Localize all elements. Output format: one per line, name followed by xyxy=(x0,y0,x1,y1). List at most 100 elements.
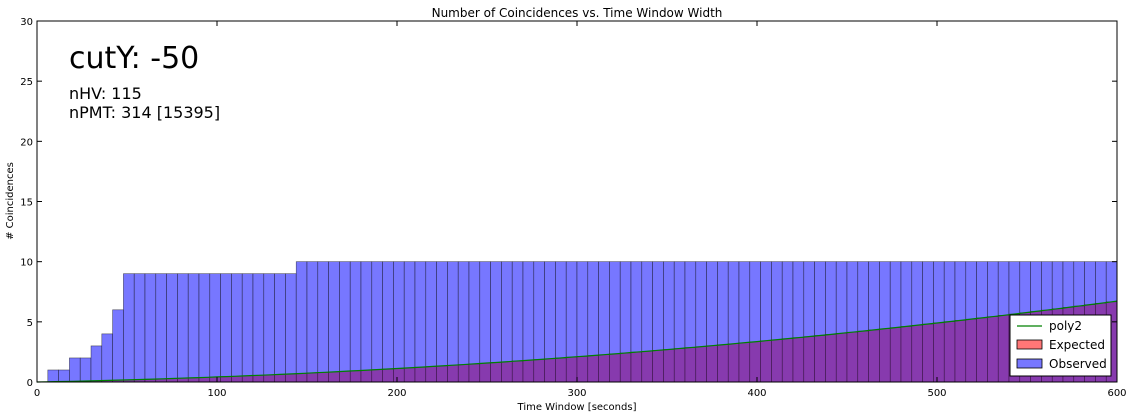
observed-bar xyxy=(123,273,135,383)
legend: poly2 Expected Observed xyxy=(1009,314,1112,377)
observed-bar xyxy=(371,261,383,383)
expected-bar xyxy=(663,349,675,383)
expected-bar xyxy=(425,366,437,383)
observed-bar xyxy=(414,261,427,383)
observed-bar xyxy=(436,261,448,383)
expected-bar xyxy=(987,316,999,383)
expected-bar xyxy=(306,372,319,383)
expected-bar xyxy=(414,366,427,383)
expected-bar xyxy=(976,317,988,383)
expected-bar xyxy=(544,358,556,383)
observed-bar xyxy=(382,261,394,383)
observed-bar xyxy=(295,261,308,383)
expected-bar xyxy=(285,373,297,383)
expected-bar xyxy=(393,368,405,383)
expected-bar xyxy=(209,376,221,383)
expected-bar xyxy=(382,368,394,383)
observed-bar xyxy=(285,273,297,383)
expected-bar xyxy=(911,324,923,383)
expected-bar xyxy=(555,357,567,383)
y-tick-label: 25 xyxy=(20,77,33,88)
expected-bar xyxy=(533,359,545,383)
expected-bar xyxy=(360,369,373,383)
expected-bar xyxy=(717,344,729,383)
expected-bar xyxy=(997,315,1010,383)
expected-bar xyxy=(609,353,621,383)
expected-bar xyxy=(263,374,275,383)
expected-bar xyxy=(835,333,848,383)
observed-bar xyxy=(447,261,459,383)
observed-bar xyxy=(187,273,200,383)
expected-bar xyxy=(220,376,232,383)
expected-bar xyxy=(673,348,686,383)
expected-bar xyxy=(436,365,448,383)
observed-bar xyxy=(166,273,178,383)
expected-bar xyxy=(933,322,945,383)
observed-bar xyxy=(231,273,243,383)
x-tick-label: 200 xyxy=(387,388,406,399)
expected-bar xyxy=(879,328,891,383)
expected-bar xyxy=(457,364,470,383)
expected-bar xyxy=(825,334,837,383)
expected-bar xyxy=(792,337,805,383)
observed-bar xyxy=(306,261,319,383)
expected-bar xyxy=(252,375,265,383)
expected-bar xyxy=(814,335,826,383)
legend-observed-label: Observed xyxy=(1049,357,1107,371)
observed-bar xyxy=(155,273,167,383)
expected-bar xyxy=(403,367,416,383)
expected-bar xyxy=(749,341,761,383)
expected-bar xyxy=(241,375,254,383)
expected-bar xyxy=(371,369,383,383)
observed-bar xyxy=(133,273,146,383)
observed-bar xyxy=(274,273,286,383)
x-tick-label: 300 xyxy=(567,388,586,399)
y-tick-label: 30 xyxy=(20,17,33,28)
x-tick-label: 500 xyxy=(927,388,946,399)
expected-bar xyxy=(771,339,783,383)
expected-bar xyxy=(889,327,902,383)
chart-title: Number of Coincidences vs. Time Window W… xyxy=(432,6,723,20)
expected-bar xyxy=(727,343,740,383)
expected-bar xyxy=(954,320,967,383)
expected-bar xyxy=(760,340,772,383)
observed-bar xyxy=(198,273,211,383)
x-axis: 0 100 200 300 400 500 600 xyxy=(34,21,1127,399)
y-tick-label: 0 xyxy=(27,378,33,389)
observed-bar xyxy=(328,261,340,383)
expected-bar xyxy=(738,342,751,383)
y-tick-label: 10 xyxy=(20,258,33,269)
expected-bar xyxy=(922,323,934,383)
observed-bar xyxy=(220,273,232,383)
expected-bar xyxy=(868,329,880,383)
expected-bar xyxy=(619,352,632,383)
observed-bar xyxy=(47,369,59,383)
expected-bar xyxy=(565,356,578,383)
nhv-annotation: nHV: 115 xyxy=(69,84,142,103)
observed-bar xyxy=(90,345,103,383)
observed-bar xyxy=(79,357,92,383)
expected-bar xyxy=(328,371,340,383)
expected-bar xyxy=(479,362,491,383)
expected-bar xyxy=(695,346,707,383)
y-tick-label: 15 xyxy=(20,198,33,209)
expected-bar xyxy=(706,345,718,383)
observed-bar xyxy=(360,261,373,383)
expected-bar xyxy=(501,361,513,383)
expected-bar xyxy=(652,350,664,383)
x-tick-label: 400 xyxy=(747,388,766,399)
expected-bar xyxy=(684,347,697,383)
x-tick-label: 600 xyxy=(1107,388,1126,399)
cut-annotation: cutY: -50 xyxy=(69,41,199,76)
expected-bar xyxy=(490,362,502,383)
observed-bar xyxy=(177,273,189,383)
observed-bar xyxy=(393,261,405,383)
observed-bar xyxy=(425,261,437,383)
observed-bar xyxy=(101,333,113,383)
expected-bar xyxy=(339,371,351,383)
expected-bar xyxy=(522,359,535,383)
observed-bar xyxy=(339,261,351,383)
observed-bar xyxy=(317,261,329,383)
expected-bar xyxy=(846,331,859,383)
expected-bar xyxy=(965,318,977,383)
